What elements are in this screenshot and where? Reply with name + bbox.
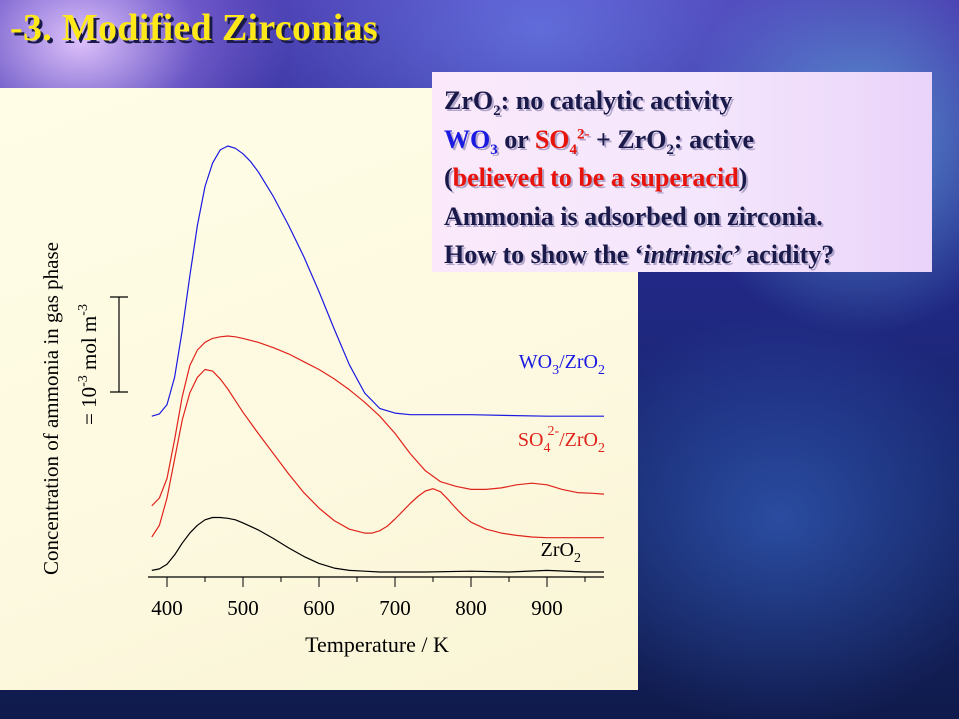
- x-tick-label: 400: [151, 596, 183, 620]
- x-axis-label: Temperature / K: [305, 632, 449, 657]
- curve-layer: [151, 145, 605, 573]
- info-line-modified: WO3 or SO42- + ZrO2: active: [444, 124, 755, 158]
- series-label-so4: SO42-/ZrO2: [518, 424, 605, 456]
- x-tick-label: 700: [379, 596, 411, 620]
- series-label-wo3: WO3/ZrO2: [519, 351, 605, 378]
- series-label-zro2: ZrO2: [541, 539, 581, 566]
- so4-curve-2: [151, 368, 604, 539]
- info-line-question: How to show the ‘intrinsic’ acidity?: [444, 240, 835, 269]
- zro2-curve: [151, 516, 604, 573]
- info-line-superacid: (believed to be a superacid): [444, 163, 748, 192]
- y-axis-unit-label: = 10-3 mol m-3: [76, 304, 101, 425]
- slide-title: -3. Modified Zirconias: [10, 7, 378, 49]
- so4-curve-1: [151, 335, 605, 507]
- x-axis: 400 500 600 700 800 900: [148, 576, 604, 620]
- info-line-zro2: ZrO2: no catalytic activity: [444, 86, 733, 120]
- info-box: ZrO2: no catalytic activity WO3 or SO42-…: [432, 72, 932, 272]
- x-tick-label: 600: [303, 596, 335, 620]
- scale-bar: [110, 296, 128, 393]
- wo3-curve: [151, 145, 604, 417]
- x-tick-label: 900: [531, 596, 563, 620]
- y-axis-label: Concentration of ammonia in gas phase: [39, 242, 63, 575]
- x-tick-label: 500: [227, 596, 259, 620]
- x-tick-label: 800: [455, 596, 487, 620]
- info-line-adsorbed: Ammonia is adsorbed on zirconia.: [444, 201, 823, 231]
